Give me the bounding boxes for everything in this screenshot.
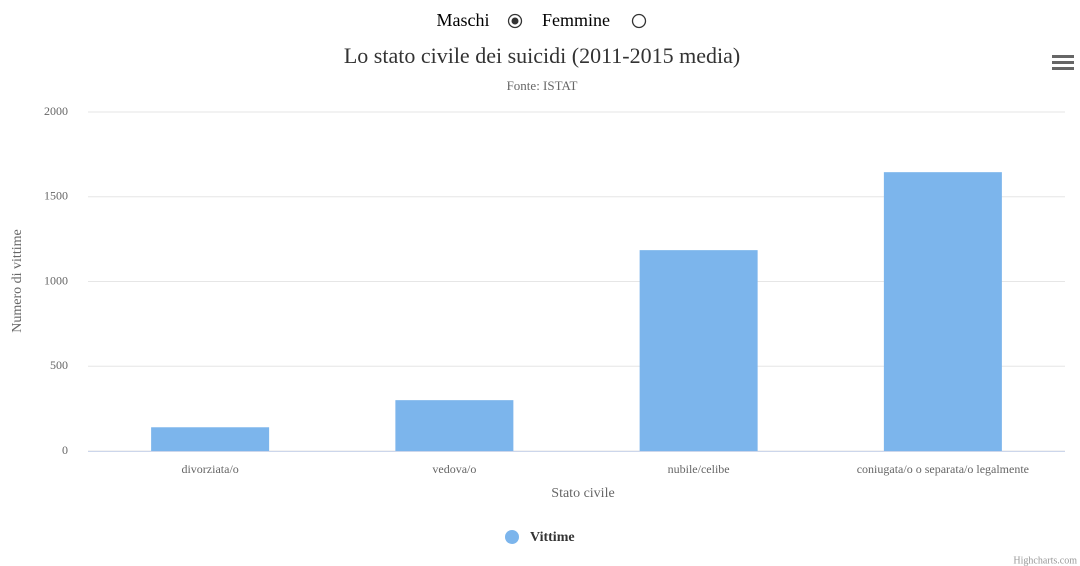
chart-title: Lo stato civile dei suicidi (2011-2015 m… <box>344 43 740 68</box>
legend-marker <box>505 530 519 544</box>
menu-bar <box>1052 67 1074 70</box>
legend-label: Vittime <box>530 530 575 545</box>
menu-button[interactable] <box>1052 55 1074 70</box>
x-axis-title: Stato civile <box>551 486 614 501</box>
y-tick-label: 500 <box>50 358 68 372</box>
x-tick-label: divorziata/o <box>181 462 238 476</box>
radio-label: Femmine <box>542 10 610 30</box>
bar <box>639 250 758 451</box>
y-axis-title: Numero di vittime <box>10 229 25 332</box>
x-tick-label: coniugata/o o separata/o legalmente <box>857 462 1029 476</box>
y-tick-label: 2000 <box>44 104 68 118</box>
y-tick-label: 1000 <box>44 273 68 287</box>
menu-bar <box>1052 55 1074 58</box>
bar <box>883 172 1002 452</box>
x-tick-label: nubile/celibe <box>668 462 730 476</box>
bar <box>151 427 270 451</box>
menu-bar <box>1052 61 1074 64</box>
chart-subtitle: Fonte: ISTAT <box>507 78 578 93</box>
radio-dot <box>511 17 519 25</box>
radio-button[interactable] <box>631 13 647 29</box>
y-tick-label: 0 <box>62 443 68 457</box>
radio-label: Maschi <box>437 10 490 30</box>
credits: Highcharts.com <box>1013 555 1077 566</box>
y-tick-label: 1500 <box>44 189 68 203</box>
x-tick-label: vedova/o <box>432 462 476 476</box>
bar <box>395 400 514 451</box>
